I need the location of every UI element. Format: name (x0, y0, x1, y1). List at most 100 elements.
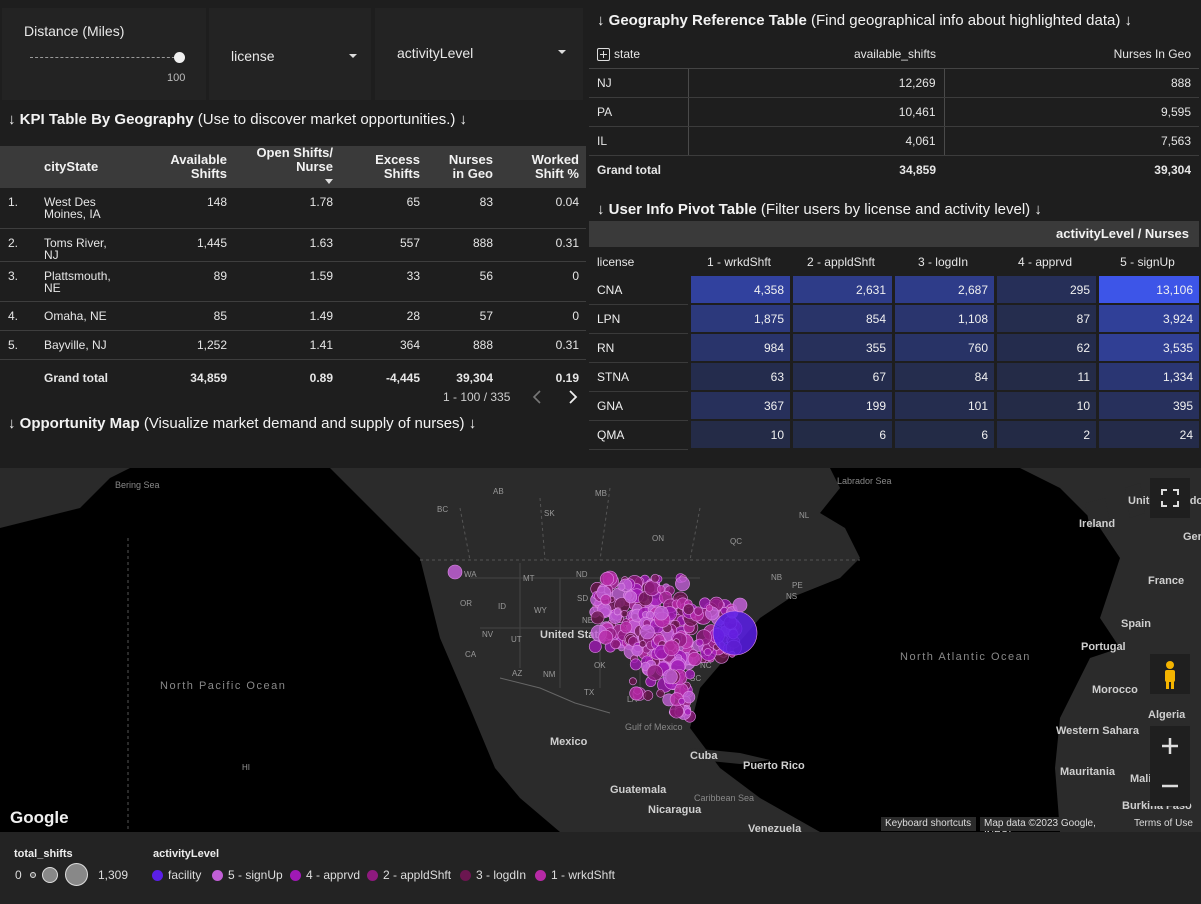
map-bubble (639, 640, 647, 648)
map-bubble (620, 610, 629, 618)
map-label-nd: ND (576, 570, 588, 579)
kpi-header-open-shifts-per-nurse[interactable]: Open Shifts/ Nurse (234, 146, 340, 188)
pivot-header-column[interactable]: 2 - appldShft (806, 254, 876, 269)
geo-cell-state: NJ (589, 68, 688, 98)
map-bubble (662, 669, 678, 685)
legend-swatch (367, 870, 378, 881)
legend-item-label[interactable]: facility (168, 868, 202, 882)
legend-item-label[interactable]: 1 - wrkdShft (551, 868, 616, 882)
terms-of-use-link[interactable]: Terms of Use (1130, 817, 1200, 831)
opportunity-map[interactable]: Bering Sea Labrador Sea AB MB BC SK ON Q… (0, 468, 1201, 832)
distance-slider-handle[interactable] (174, 52, 185, 63)
kpi-total-nurses: 39,304 (456, 371, 493, 386)
pivot-table-row[interactable]: CNA 4,358 2,631 2,687 295 13,106 (589, 276, 1199, 305)
map-label-nicaragua: Nicaragua (648, 804, 702, 816)
map-bubble (732, 597, 748, 613)
kpi-cell-excess: 33 (340, 261, 427, 302)
map-bubble (650, 573, 660, 583)
kpi-cell-worked: 0.31 (500, 330, 586, 360)
kpi-header-citystate[interactable]: cityState (37, 146, 137, 188)
kpi-table-row[interactable]: 5. Bayville, NJ 1,252 1.41 364 888 0.31 (0, 330, 586, 360)
map-bubble (675, 576, 690, 592)
map-label-la: LA (627, 695, 637, 704)
map-canvas: Bering Sea Labrador Sea AB MB BC SK ON Q… (0, 468, 1201, 832)
pivot-cell-value: 2,687 (892, 276, 994, 305)
map-label-morocco: Morocco (1092, 684, 1138, 696)
geo-table-row[interactable]: PA 10,461 9,595 (589, 97, 1199, 127)
geo-table-row[interactable]: NJ 12,269 888 (589, 68, 1199, 98)
map-bubble (640, 624, 655, 640)
geo-table-row[interactable]: IL 4,061 7,563 (589, 126, 1199, 156)
geo-cell-state: PA (589, 97, 688, 127)
map-label-sd: SD (577, 594, 588, 603)
map-label-france: France (1148, 575, 1184, 587)
google-logo: Google (10, 808, 69, 827)
pivot-cell-value: 10 (688, 421, 790, 450)
kpi-cell-excess: 28 (340, 301, 427, 331)
pivot-table-row[interactable]: RN 984 355 760 62 3,535 (589, 334, 1199, 363)
legend-activity-title: activityLevel (153, 848, 220, 860)
kpi-table-row[interactable]: 4. Omaha, NE 85 1.49 28 57 0 (0, 301, 586, 331)
legend-item-label[interactable]: 2 - appldShft (383, 868, 452, 882)
activity-level-dropdown[interactable]: activityLevel (375, 8, 583, 100)
kpi-header-excess-shifts[interactable]: Excess Shifts (340, 146, 427, 188)
kpi-header-available-shifts[interactable]: Available Shifts (137, 146, 234, 188)
map-bubble (613, 608, 621, 616)
map-bubble (610, 639, 621, 650)
map-label-or: OR (460, 599, 472, 608)
pivot-header-column[interactable]: 5 - signUp (1120, 254, 1175, 269)
legend-size-medium (42, 867, 58, 883)
kpi-header-worked-shift-pct[interactable]: Worked Shift % (500, 146, 586, 188)
pivot-cell-value: 2 (994, 421, 1096, 450)
map-bubble (656, 585, 665, 594)
expand-icon[interactable] (597, 47, 610, 61)
pivot-table-row[interactable]: GNA 367 199 101 10 395 (589, 392, 1199, 421)
kpi-total-excess: -4,445 (385, 371, 420, 386)
map-label-tx: TX (584, 688, 595, 697)
street-view-button[interactable] (1150, 654, 1190, 694)
legend-item-label[interactable]: 4 - apprvd (306, 868, 361, 882)
kpi-table-row[interactable]: 2. Toms River, NJ 1,445 1.63 557 888 0.31 (0, 228, 586, 262)
kpi-total-available: 34,859 (190, 371, 227, 386)
pivot-header-column[interactable]: 1 - wrkdShft (706, 254, 772, 269)
kpi-table-row[interactable]: 3. Plattsmouth, NE 89 1.59 33 56 0 (0, 261, 586, 302)
map-label-western-sahara: Western Sahara (1056, 725, 1140, 737)
kpi-header-nurses-in-geo[interactable]: Nurses in Geo (427, 146, 500, 188)
zoom-in-button[interactable] (1150, 726, 1190, 766)
map-label-ut: UT (511, 635, 522, 644)
pivot-cell-value: 395 (1096, 392, 1199, 421)
map-data-attribution: Map data ©2023 Google, INEGI (980, 817, 1126, 841)
zoom-out-button[interactable] (1150, 766, 1190, 806)
kpi-cell-available: 85 (137, 301, 234, 331)
pivot-cell-value: 24 (1096, 421, 1199, 450)
map-label-mt: MT (523, 574, 535, 583)
legend-item-label[interactable]: 5 - signUp (228, 868, 283, 882)
legend-item-label[interactable]: 3 - logdIn (476, 868, 527, 882)
map-bubble (669, 704, 684, 719)
map-bubble (695, 638, 704, 647)
geo-header-nurses-in-geo[interactable]: Nurses In Geo (944, 40, 1199, 69)
kpi-table-row[interactable]: 1. West Des Moines, IA 148 1.78 65 83 0.04 (0, 188, 586, 229)
map-bubble-layer[interactable] (447, 564, 758, 723)
map-bubble (663, 639, 680, 656)
map-bubble (617, 582, 626, 591)
pivot-cell-license: LPN (589, 305, 688, 334)
distance-slider-track[interactable] (30, 57, 180, 58)
pivot-header-column[interactable]: 4 - apprvd (1017, 254, 1073, 269)
kpi-cell-nurses: 56 (427, 261, 500, 302)
map-label-labrador-sea: Labrador Sea (837, 476, 892, 486)
geo-header-state[interactable]: state (589, 40, 688, 69)
chevron-right-icon[interactable] (565, 388, 581, 406)
pivot-table-row[interactable]: STNA 63 67 84 11 1,334 (589, 363, 1199, 392)
pegman-icon (1165, 661, 1175, 689)
pivot-table-row[interactable]: QMA 10 6 6 2 24 (589, 421, 1199, 450)
keyboard-shortcuts-link[interactable]: Keyboard shortcuts (881, 817, 976, 831)
fullscreen-button[interactable] (1150, 478, 1190, 518)
pivot-table-row[interactable]: LPN 1,875 854 1,108 87 3,924 (589, 305, 1199, 334)
pivot-header-column[interactable]: 3 - logdIn (917, 254, 969, 269)
geo-total-nurses: 39,304 (944, 154, 1199, 185)
license-dropdown[interactable]: license (209, 8, 371, 100)
chevron-left-icon[interactable] (530, 388, 546, 406)
geo-header-available-shifts[interactable]: available_shifts (688, 40, 944, 69)
map-label-venezuela: Venezuela (748, 823, 802, 832)
